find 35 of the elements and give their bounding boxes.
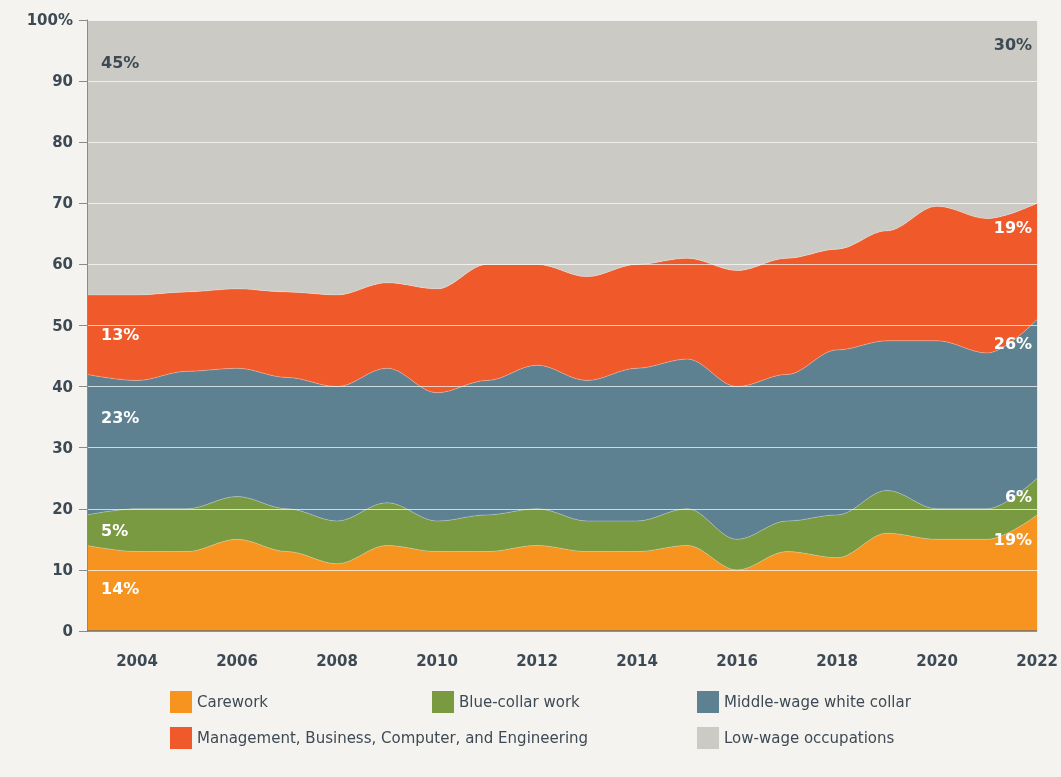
data-label: 14% [101, 578, 140, 598]
y-tick-label: 80 [52, 133, 73, 152]
y-tick-label: 0 [62, 622, 73, 640]
y-tick-label: 70 [52, 194, 73, 213]
data-label: 45% [101, 53, 140, 73]
legend-label: Carework [197, 693, 269, 711]
y-tick-label: 100% [26, 11, 73, 29]
legend-label: Management, Business, Computer, and Engineering [197, 729, 589, 747]
x-tick-label: 2010 [416, 651, 458, 670]
y-tick-label: 10 [52, 560, 73, 579]
y-tick-label: 40 [52, 377, 73, 396]
legend-label: Blue-collar work [459, 693, 581, 711]
x-tick-label: 2022 [1016, 651, 1058, 670]
data-label: 23% [101, 407, 140, 427]
x-tick-label: 2020 [916, 651, 958, 670]
x-tick-label: 2012 [516, 651, 558, 670]
x-tick-label: 2016 [716, 651, 758, 670]
legend-label: Middle-wage white collar [724, 693, 912, 711]
y-tick-label: 50 [52, 316, 73, 335]
y-tick-label: 20 [52, 499, 73, 518]
data-label: 30% [993, 34, 1033, 54]
x-tick-label: 2006 [216, 651, 258, 670]
x-tick-label: 2014 [616, 651, 658, 670]
data-label: 6% [1004, 487, 1033, 507]
legend-label: Low-wage occupations [724, 729, 895, 747]
x-tick-label: 2008 [316, 651, 358, 670]
y-tick-label: 90 [52, 72, 73, 91]
data-label: 13% [101, 325, 140, 345]
data-label: 19% [993, 529, 1033, 549]
data-label: 5% [101, 520, 129, 540]
x-tick-label: 2018 [816, 651, 858, 670]
y-tick-label: 30 [52, 438, 73, 457]
y-tick-label: 60 [52, 255, 73, 274]
x-tick-label: 2004 [116, 651, 158, 670]
data-label: 19% [993, 218, 1033, 238]
